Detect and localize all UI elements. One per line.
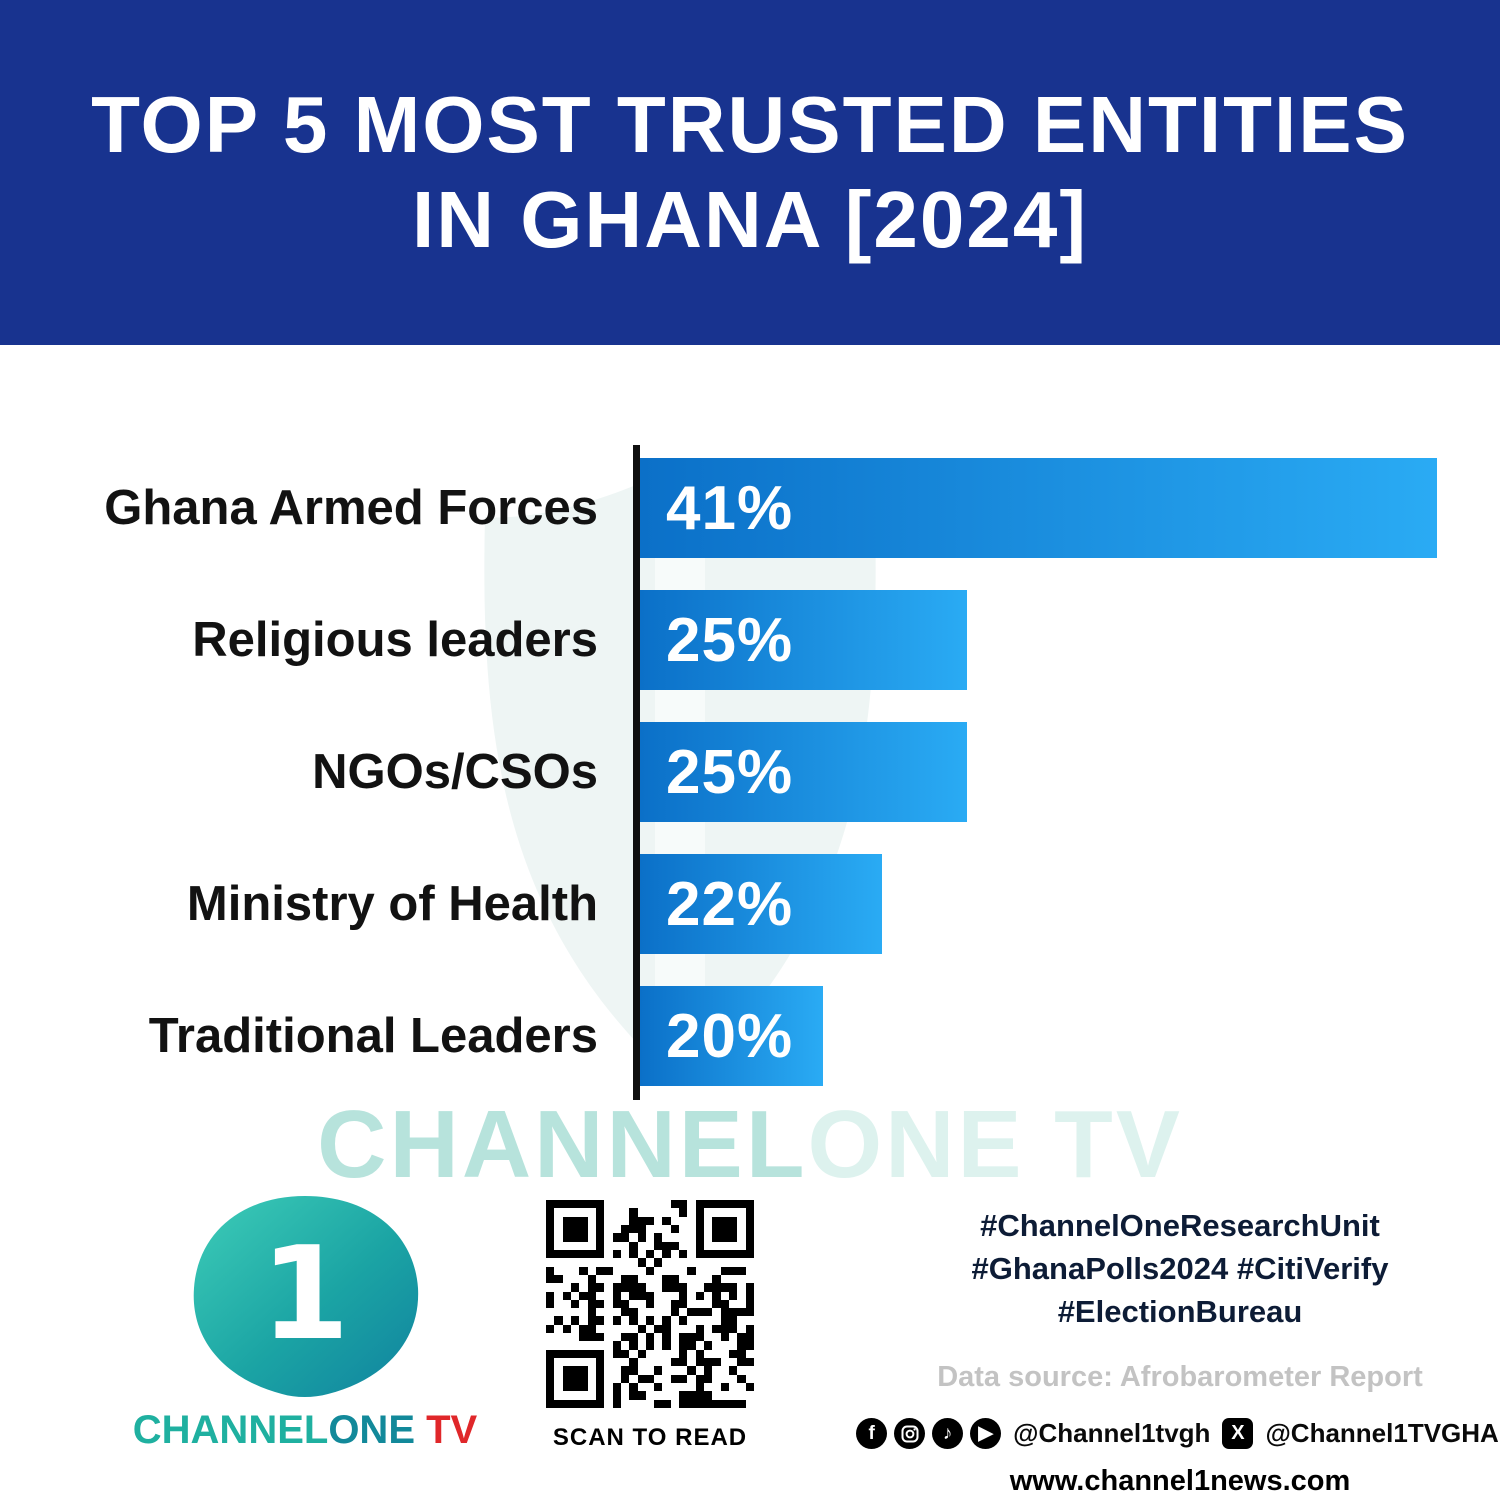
hashtags-line3: #ElectionBureau bbox=[1057, 1293, 1303, 1329]
page-title-line1: TOP 5 MOST TRUSTED ENTITIES bbox=[91, 80, 1409, 170]
header-banner: TOP 5 MOST TRUSTED ENTITIES IN GHANA [20… bbox=[0, 0, 1500, 345]
category-label: Ministry of Health bbox=[186, 877, 598, 931]
value-bar: 25% bbox=[640, 722, 967, 822]
brand-watermark-part2: ONE TV bbox=[807, 1091, 1183, 1198]
category-label: Religious leaders bbox=[192, 613, 598, 667]
value-bar: 25% bbox=[640, 590, 967, 690]
value-bar: 22% bbox=[640, 854, 882, 954]
instagram-icon bbox=[894, 1418, 926, 1450]
value-bar: 41% bbox=[640, 458, 1437, 558]
x-icon: X bbox=[1222, 1418, 1254, 1450]
qr-code bbox=[546, 1200, 754, 1408]
facebook-icon: f bbox=[856, 1418, 888, 1450]
qr-caption: SCAN TO READ bbox=[552, 1424, 748, 1451]
footer-info: #ChannelOneResearchUnit #GhanaPolls2024 … bbox=[856, 1205, 1499, 1498]
chart-row: Traditional Leaders 20% bbox=[0, 986, 1500, 1086]
brand-watermark: CHANNELONE TV bbox=[0, 1090, 1500, 1200]
category-label: Ghana Armed Forces bbox=[104, 481, 598, 535]
logo-pick-icon: 1 bbox=[188, 1192, 423, 1402]
value-label: 20% bbox=[666, 1001, 794, 1071]
page-title-line2: IN GHANA [2024] bbox=[411, 174, 1089, 264]
data-source-text: Data source: Afrobarometer Report bbox=[937, 1361, 1423, 1394]
logo-one-glyph: 1 bbox=[260, 1220, 350, 1369]
qr-block: SCAN TO READ bbox=[538, 1200, 762, 1452]
hashtags-line2: #GhanaPolls2024 #CitiVerify bbox=[971, 1250, 1389, 1286]
brand-channel-text: CHANNEL bbox=[132, 1408, 329, 1452]
chart-row: Ghana Armed Forces 41% bbox=[0, 458, 1500, 558]
channel-one-logo: 1 CHANNELONE TV bbox=[125, 1192, 485, 1453]
chart-axis-line bbox=[633, 445, 640, 1100]
tiktok-icon: ♪ bbox=[932, 1418, 964, 1450]
brand-wordmark: CHANNELONE TV bbox=[125, 1408, 485, 1453]
chart-row: Religious leaders 25% bbox=[0, 590, 1500, 690]
category-label: Traditional Leaders bbox=[148, 1009, 598, 1063]
category-label: NGOs/CSOs bbox=[312, 745, 598, 799]
brand-tv-text: TV bbox=[415, 1408, 478, 1452]
youtube-icon: ▶ bbox=[970, 1418, 1002, 1450]
trust-bar-chart: Ghana Armed Forces 41% Religious leaders 25… bbox=[0, 458, 1500, 1118]
brand-watermark-part1: CHANNEL bbox=[317, 1091, 808, 1198]
social-handle-1: @Channel1tvgh bbox=[1013, 1418, 1211, 1449]
social-handle-2: @Channel1TVGHA bbox=[1265, 1418, 1499, 1449]
value-label: 25% bbox=[666, 605, 794, 675]
social-row: f ♪ ▶ @Channel1tvgh X @Channel1TVGHA bbox=[856, 1418, 1499, 1450]
website-url: www.channel1news.com bbox=[1009, 1465, 1351, 1498]
hashtags-line1: #ChannelOneResearchUnit bbox=[980, 1208, 1380, 1243]
value-label: 22% bbox=[666, 869, 794, 939]
value-bar: 20% bbox=[640, 986, 823, 1086]
brand-one-text: ONE bbox=[328, 1408, 415, 1452]
chart-row: NGOs/CSOs 25% bbox=[0, 722, 1500, 822]
value-label: 41% bbox=[666, 473, 794, 543]
value-label: 25% bbox=[666, 737, 794, 807]
chart-row: Ministry of Health 22% bbox=[0, 854, 1500, 954]
